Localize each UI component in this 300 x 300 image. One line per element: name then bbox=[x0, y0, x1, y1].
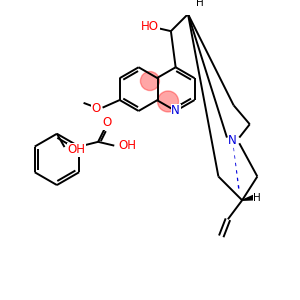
Text: HO: HO bbox=[141, 20, 159, 33]
Polygon shape bbox=[242, 195, 255, 200]
Text: OH: OH bbox=[68, 143, 86, 156]
Circle shape bbox=[140, 71, 159, 91]
Text: O: O bbox=[91, 102, 101, 115]
Circle shape bbox=[158, 91, 178, 112]
Text: OH: OH bbox=[118, 139, 136, 152]
Text: O: O bbox=[102, 116, 111, 129]
Text: H: H bbox=[196, 0, 203, 8]
Text: N: N bbox=[171, 104, 180, 118]
Text: N: N bbox=[228, 134, 237, 147]
Text: H: H bbox=[254, 194, 261, 203]
